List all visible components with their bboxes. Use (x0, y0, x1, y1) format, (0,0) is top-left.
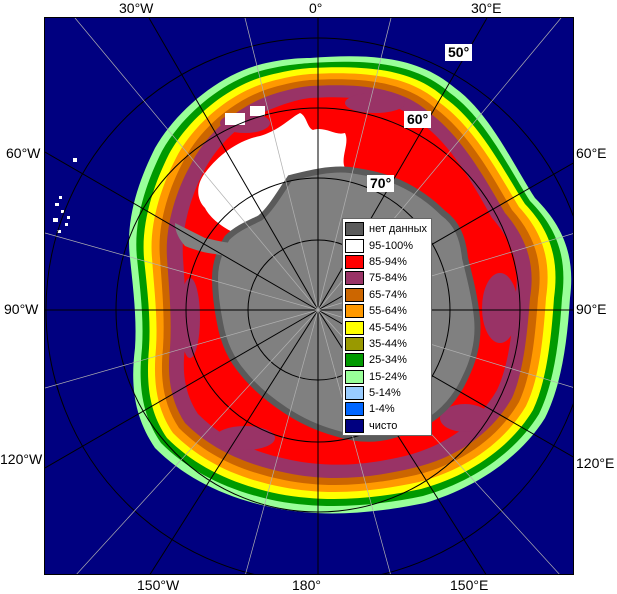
legend-item: 55-64% (345, 303, 429, 319)
legend-label: 15-24% (369, 370, 407, 383)
legend-swatch (345, 353, 364, 368)
left-speckles (53, 158, 77, 233)
legend-item: 25-34% (345, 352, 429, 368)
legend-label: 85-94% (369, 255, 407, 268)
legend-swatch (345, 238, 364, 253)
legend-label: 65-74% (369, 288, 407, 301)
coastline-rim (211, 166, 481, 442)
ice-floe-patch (250, 106, 265, 116)
legend-item: 1-4% (345, 401, 429, 417)
legend-label: 35-44% (369, 337, 407, 350)
lon-label-30w: 30°W (119, 0, 154, 16)
legend-item: 35-44% (345, 336, 429, 352)
legend-item: нет данных (345, 221, 429, 237)
lon-label-150w: 150°W (137, 577, 180, 593)
legend-swatch (345, 222, 364, 237)
lat-label-70: 70° (367, 175, 395, 192)
legend-label: нет данных (369, 223, 428, 236)
legend-item: 45-54% (345, 319, 429, 335)
lon-label-30e: 30°E (471, 0, 502, 16)
legend-item: 75-84% (345, 270, 429, 286)
legend-item: 85-94% (345, 254, 429, 270)
lon-label-90e: 90°E (576, 301, 607, 317)
ice-floe-patch (225, 113, 245, 125)
legend-item: 95-100% (345, 237, 429, 253)
legend-swatch (345, 386, 364, 401)
legend-label: 55-64% (369, 305, 407, 318)
lon-label-60w: 60°W (6, 145, 41, 161)
legend-label: чисто (369, 419, 398, 432)
legend-item: 15-24% (345, 369, 429, 385)
lat-label-50: 50° (445, 44, 473, 61)
lon-label-90w: 90°W (4, 301, 39, 317)
legend-swatch (345, 287, 364, 302)
polar-stereographic-map (45, 18, 573, 574)
lon-label-60e: 60°E (576, 145, 607, 161)
lon-label-0: 0° (309, 0, 323, 16)
legend-swatch (345, 320, 364, 335)
sea-ice-map: 50° 60° 70° нет данных 95-100% 85-94% 75… (44, 17, 574, 575)
legend-swatch (345, 271, 364, 286)
legend-swatch (345, 402, 364, 417)
legend-label: 75-84% (369, 272, 407, 285)
lon-label-120e: 120°E (576, 455, 615, 471)
legend-label: 45-54% (369, 321, 407, 334)
legend-swatch (345, 304, 364, 319)
legend-label: 1-4% (369, 403, 395, 416)
legend-swatch (345, 418, 364, 433)
lon-label-180: 180° (292, 577, 321, 593)
legend-label: 5-14% (369, 387, 401, 400)
legend-item: 65-74% (345, 287, 429, 303)
antarctic-peninsula (175, 223, 247, 260)
legend-swatch (345, 369, 364, 384)
lon-label-120w: 120°W (0, 451, 43, 467)
legend-swatch (345, 336, 364, 351)
lat-label-60: 60° (404, 111, 432, 128)
legend-label: 95-100% (369, 239, 414, 252)
legend-item: чисто (345, 418, 429, 434)
concentration-legend: нет данных 95-100% 85-94% 75-84% 65-74% … (342, 218, 432, 437)
lon-label-150e: 150°E (450, 577, 489, 593)
legend-swatch (345, 254, 364, 269)
legend-item: 5-14% (345, 385, 429, 401)
legend-label: 25-34% (369, 354, 407, 367)
